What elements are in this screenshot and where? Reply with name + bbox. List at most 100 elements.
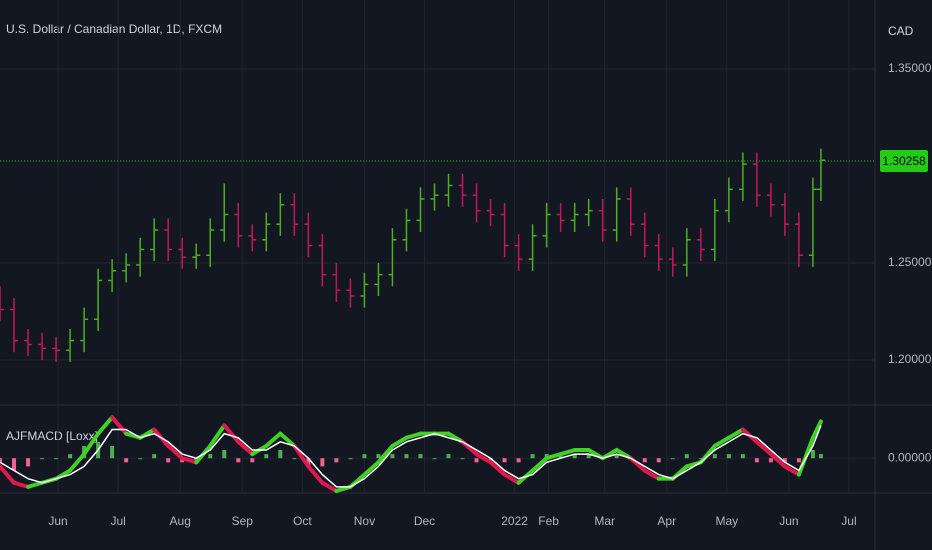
currency-label: CAD bbox=[888, 24, 914, 38]
x-tick-label: Jul bbox=[110, 514, 125, 528]
ohlc-bar bbox=[654, 233, 663, 271]
ohlc-bar bbox=[24, 328, 33, 357]
y-tick-label: 1.25000 bbox=[888, 255, 932, 269]
ohlc-bar bbox=[556, 202, 565, 232]
histogram-bar bbox=[236, 458, 241, 463]
ohlc-bar bbox=[816, 148, 825, 201]
ohlc-bar bbox=[220, 183, 229, 242]
histogram-bar bbox=[390, 454, 395, 459]
macd-segment bbox=[208, 423, 227, 448]
ohlc-bar bbox=[766, 183, 775, 217]
x-tick-label: Aug bbox=[170, 514, 191, 528]
histogram-bar bbox=[698, 458, 703, 460]
histogram-bar bbox=[474, 458, 479, 463]
last-price-label: 1.30258 bbox=[882, 154, 926, 168]
ohlc-bar bbox=[584, 199, 593, 227]
macd-segment bbox=[502, 472, 521, 485]
x-tick-label: Nov bbox=[354, 514, 375, 528]
histogram-bar bbox=[152, 454, 157, 459]
histogram-bar bbox=[250, 458, 255, 463]
ohlc-bar bbox=[80, 307, 89, 353]
histogram-bar bbox=[40, 458, 45, 460]
histogram-bar bbox=[460, 458, 465, 460]
macd-segment bbox=[96, 415, 115, 436]
ohlc-bar bbox=[318, 233, 327, 287]
ohlc-bar bbox=[598, 199, 607, 242]
histogram-bar bbox=[586, 454, 591, 459]
ohlc-bar bbox=[710, 199, 719, 262]
ohlc-bar bbox=[332, 263, 341, 302]
macd-segment bbox=[768, 452, 787, 469]
histogram-bar bbox=[264, 454, 269, 459]
macd-segment bbox=[110, 415, 129, 436]
macd-segment bbox=[404, 431, 423, 440]
histogram-bar bbox=[768, 458, 773, 463]
histogram-bar bbox=[516, 458, 521, 463]
histogram-bar bbox=[614, 454, 619, 459]
macd-segment bbox=[264, 431, 283, 448]
ohlc-bar bbox=[304, 212, 313, 258]
histogram-bar bbox=[446, 454, 451, 459]
ohlc-bar bbox=[500, 202, 509, 258]
ohlc-bar bbox=[290, 193, 299, 236]
macd-segment bbox=[26, 480, 45, 489]
ohlc-bar bbox=[542, 202, 551, 248]
ohlc-bar bbox=[668, 247, 677, 277]
ohlc-bar bbox=[402, 208, 411, 252]
ohlc-bar bbox=[416, 187, 425, 232]
macd-segment bbox=[278, 431, 297, 448]
indicator-title: AJFMACD [Loxx] bbox=[6, 429, 98, 443]
histogram-bar bbox=[432, 458, 437, 460]
macd-segment bbox=[320, 480, 339, 493]
ohlc-bar bbox=[794, 212, 803, 267]
histogram-bar bbox=[348, 458, 353, 460]
histogram-bar bbox=[726, 454, 731, 459]
histogram-bar bbox=[376, 454, 381, 459]
macd-segment bbox=[796, 435, 815, 477]
last-price-badge bbox=[880, 150, 928, 173]
histogram-bar bbox=[292, 458, 297, 460]
ohlc-bar bbox=[276, 193, 285, 236]
ohlc-bar bbox=[108, 259, 117, 293]
histogram-bar bbox=[208, 454, 213, 459]
ohlc-bar bbox=[374, 263, 383, 296]
histogram-bar bbox=[656, 458, 661, 463]
x-tick-label: Jun bbox=[48, 514, 67, 528]
macd-segment bbox=[166, 443, 185, 461]
histogram-bar bbox=[278, 450, 283, 459]
histogram-bar bbox=[138, 458, 143, 460]
ohlc-bar bbox=[458, 173, 467, 207]
ohlc-bar bbox=[696, 228, 705, 262]
histogram-bar bbox=[222, 450, 227, 459]
histogram-bar bbox=[782, 458, 787, 463]
signal-line bbox=[0, 425, 822, 488]
histogram-bar bbox=[166, 458, 171, 463]
ohlc-bar bbox=[164, 218, 173, 262]
ohlc-bar bbox=[52, 336, 61, 362]
histogram-bar bbox=[754, 458, 759, 463]
macd-segment bbox=[558, 448, 577, 457]
y-tick-label: 0.00000 bbox=[888, 450, 932, 464]
ohlc-bar bbox=[808, 177, 817, 267]
histogram-bar bbox=[12, 458, 17, 471]
histogram-bar bbox=[26, 458, 31, 467]
y-tick-label: 1.20000 bbox=[888, 352, 932, 366]
ohlc-bar bbox=[262, 212, 271, 252]
macd-segment bbox=[544, 452, 563, 461]
macd-segment bbox=[754, 439, 773, 457]
macd-segment bbox=[362, 460, 381, 477]
ohlc-bar bbox=[178, 237, 187, 269]
ohlc-bar bbox=[640, 212, 649, 258]
histogram-bar bbox=[404, 454, 409, 459]
ohlc-bar bbox=[94, 268, 103, 331]
macd-segment bbox=[0, 464, 17, 485]
ohlc-bar bbox=[430, 183, 439, 211]
ohlc-bar bbox=[248, 224, 257, 252]
histogram-bar bbox=[818, 454, 823, 459]
ohlc-bar bbox=[360, 272, 369, 308]
macd-segment bbox=[642, 468, 661, 481]
ohlc-bar bbox=[444, 173, 453, 207]
macd-segment bbox=[782, 464, 801, 477]
macd-segment bbox=[180, 456, 199, 465]
macd-segment bbox=[68, 452, 87, 473]
